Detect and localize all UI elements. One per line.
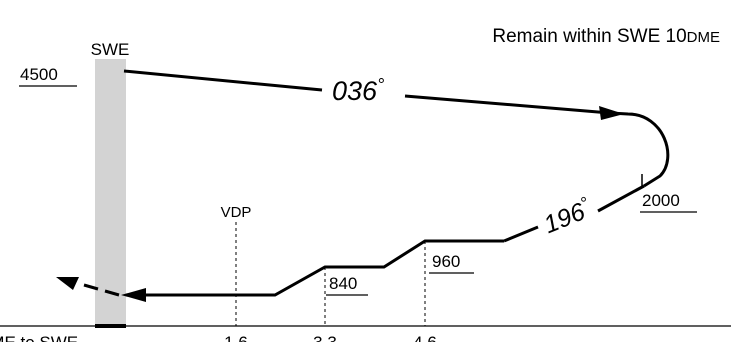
outbound-leg-segment-1 <box>123 69 323 92</box>
note-suffix: DME <box>687 29 720 46</box>
inbound-leg-lower <box>503 225 539 243</box>
outbound-course-label: 036° <box>332 75 384 106</box>
distance-tick-4-6: 4.6 <box>413 333 437 342</box>
fix-name-label: SWE <box>91 40 130 59</box>
outbound-degree-symbol: ° <box>377 75 384 95</box>
procedure-turn-curve <box>609 111 670 188</box>
vdp-label: VDP <box>221 204 252 221</box>
fix-altitude-label: 4500 <box>20 65 58 84</box>
outbound-course-number: 036 <box>332 76 378 106</box>
missed-approach-arrowhead <box>56 277 79 290</box>
descent-path <box>135 239 504 297</box>
distance-tick-3-3: 3.3 <box>313 333 337 342</box>
distance-tick-1-6: 1.6 <box>224 333 248 342</box>
step-altitude-840: 840 <box>329 274 357 293</box>
fix-bar <box>95 59 126 326</box>
missed-approach-dash-1 <box>104 289 120 297</box>
remain-within-note: Remain within SWE 10DME <box>492 26 720 47</box>
inbound-leg-upper <box>597 184 645 213</box>
missed-approach-dash-2 <box>83 283 99 291</box>
note-prefix: Remain within SWE 10 <box>492 26 686 47</box>
descent-arrowhead <box>121 288 146 302</box>
inbound-course-label: 196° <box>539 193 595 239</box>
distance-axis-label: DME to SWE <box>0 333 78 342</box>
inbound-altitude-label: 2000 <box>642 191 680 210</box>
outbound-leg-segment-2 <box>404 94 611 115</box>
step-altitude-960: 960 <box>432 252 460 271</box>
